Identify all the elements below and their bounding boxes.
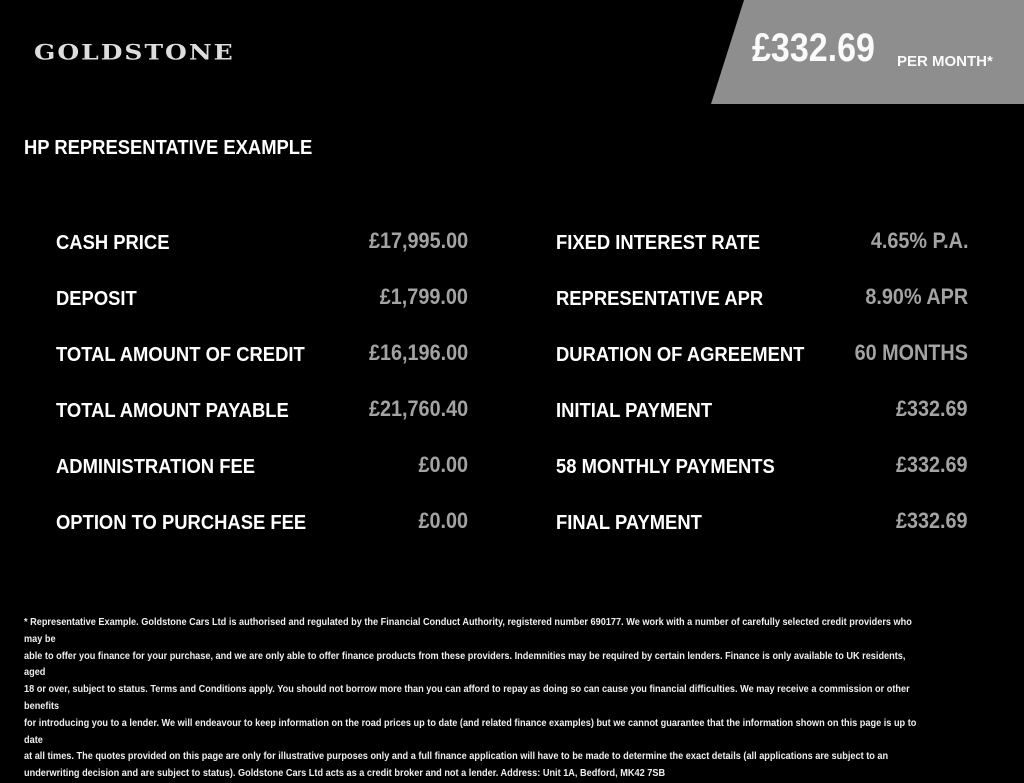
disclaimer-line: underwriting decision and are subject to…: [24, 768, 666, 780]
row-value: £332.69: [896, 452, 968, 477]
row-total-credit: TOTAL AMOUNT OF CREDIT £16,196.00: [56, 340, 468, 374]
row-value: 4.65% P.A.: [870, 228, 968, 253]
row-deposit: DEPOSIT £1,799.00: [56, 284, 468, 318]
row-label: FIXED INTEREST RATE: [556, 232, 761, 254]
row-label: CASH PRICE: [56, 232, 170, 254]
monthly-price-amount: £332.69: [752, 26, 875, 70]
row-admin-fee: ADMINISTRATION FEE £0.00: [56, 452, 468, 486]
row-interest-rate: FIXED INTEREST RATE 4.65% P.A.: [556, 228, 968, 262]
row-value: £17,995.00: [368, 228, 468, 253]
row-apr: REPRESENTATIVE APR 8.90% APR: [556, 284, 968, 318]
row-label: ADMINISTRATION FEE: [56, 456, 255, 478]
row-value: £0.00: [418, 452, 468, 477]
row-label: INITIAL PAYMENT: [556, 400, 713, 422]
row-label: TOTAL AMOUNT PAYABLE: [56, 400, 289, 422]
row-value: £16,196.00: [368, 340, 468, 365]
disclaimer-line: at all times. The quotes provided on thi…: [24, 751, 889, 763]
row-initial-payment: INITIAL PAYMENT £332.69: [556, 396, 968, 430]
row-total-payable: TOTAL AMOUNT PAYABLE £21,760.40: [56, 396, 468, 430]
row-duration: DURATION OF AGREEMENT 60 MONTHS: [556, 340, 968, 374]
page-title: HP REPRESENTATIVE EXAMPLE: [24, 137, 313, 159]
row-option-fee: OPTION TO PURCHASE FEE £0.00: [56, 508, 468, 542]
row-value: £332.69: [896, 396, 968, 421]
row-label: REPRESENTATIVE APR: [556, 288, 764, 310]
row-monthly-payments: 58 MONTHLY PAYMENTS £332.69: [556, 452, 968, 486]
row-label: TOTAL AMOUNT OF CREDIT: [56, 344, 305, 366]
row-label: OPTION TO PURCHASE FEE: [56, 512, 307, 534]
row-label: FINAL PAYMENT: [556, 512, 702, 534]
row-value: £1,799.00: [379, 284, 468, 309]
row-value: £21,760.40: [368, 396, 468, 421]
row-value: £332.69: [896, 508, 968, 533]
disclaimer-line: for introducing you to a lender. We will…: [24, 717, 917, 746]
disclaimer-line: able to offer you finance for your purch…: [24, 650, 906, 679]
row-cash-price: CASH PRICE £17,995.00: [56, 228, 468, 262]
row-value: 60 MONTHS: [854, 340, 968, 365]
disclaimer-line: * Representative Example. Goldstone Cars…: [24, 617, 912, 645]
row-label: DURATION OF AGREEMENT: [556, 344, 805, 366]
goldstone-logo: GOLDSTONE: [34, 40, 235, 65]
monthly-price-banner: [711, 0, 1024, 104]
disclaimer-line: 18 or over, subject to status. Terms and…: [24, 684, 910, 712]
monthly-price-suffix: PER MONTH*: [897, 53, 993, 70]
disclaimer-text: * Representative Example. Goldstone Cars…: [24, 615, 924, 783]
row-label: DEPOSIT: [56, 288, 137, 310]
row-final-payment: FINAL PAYMENT £332.69: [556, 508, 968, 542]
row-value: £0.00: [418, 508, 468, 533]
row-label: 58 MONTHLY PAYMENTS: [556, 456, 775, 478]
row-value: 8.90% APR: [865, 284, 968, 309]
